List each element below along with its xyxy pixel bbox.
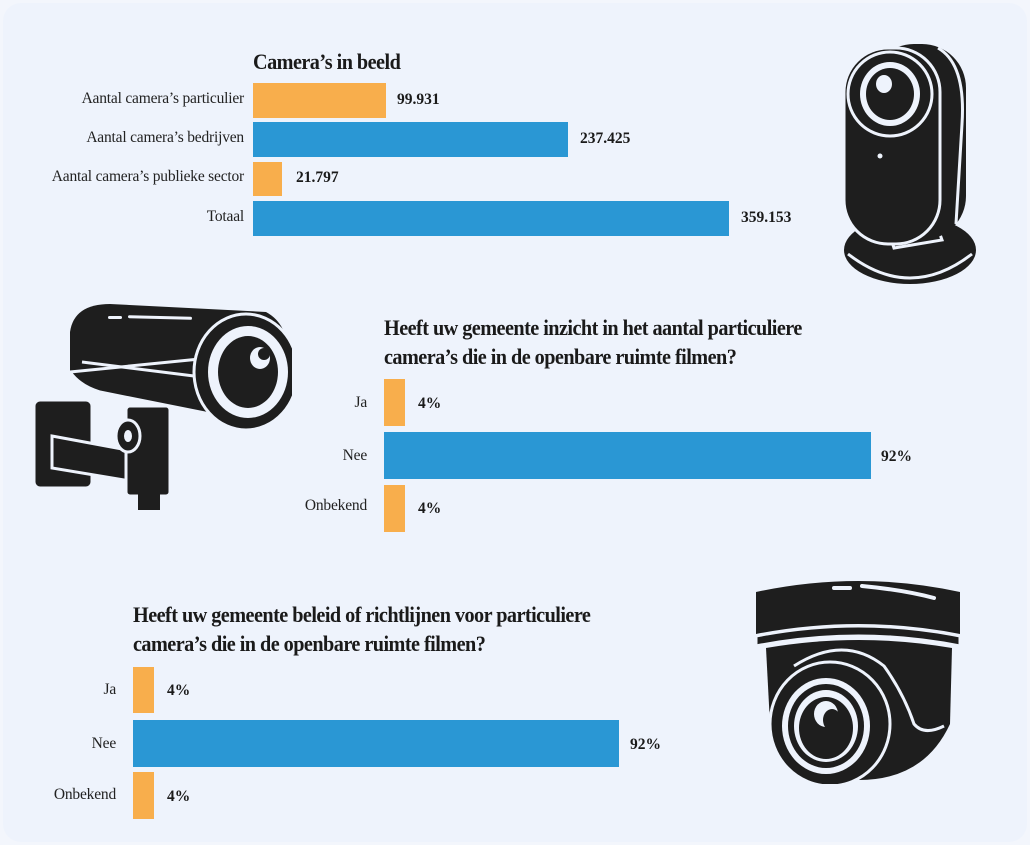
value-label: 21.797 [296,169,339,186]
row-label: Onbekend [304,497,367,514]
bar-onbekend [384,485,405,532]
value-label: 4% [418,395,442,412]
row-label: Nee [91,735,117,752]
row-label: Ja [354,394,367,411]
bar-publieke-sector [253,162,282,196]
chart-title-line2: camera’s die in de openbare ruimte filme… [384,344,737,369]
value-label: 4% [167,788,191,805]
bar-ja [384,379,405,426]
value-label: 359.153 [741,209,792,226]
chart-title-line1: Heeft uw gemeente inzicht in het aantal … [384,315,802,340]
row-label: Ja [103,681,116,698]
value-label: 237.425 [580,130,631,147]
bar-nee [384,432,871,479]
bar-ja [133,667,154,713]
row-label: Aantal camera’s publieke sector [51,168,244,185]
chart-title-line2: camera’s die in de openbare ruimte filme… [133,631,486,656]
row-label: Aantal camera’s bedrijven [86,129,244,146]
chart-title: Camera’s in beeld [253,49,401,74]
row-label: Onbekend [53,786,116,803]
value-label: 92% [881,448,912,465]
bar-nee [133,720,619,767]
chart-title-line1: Heeft uw gemeente beleid of richtlijnen … [133,602,591,627]
row-label: Totaal [206,208,245,225]
row-label: Nee [342,447,368,464]
bullet-cctv-camera-icon [32,304,292,510]
row-label: Aantal camera’s particulier [81,90,245,107]
bar-onbekend [133,772,154,819]
bar-totaal [253,201,729,236]
value-label: 4% [167,682,191,699]
dome-camera-icon [754,581,962,784]
value-label: 99.931 [397,91,440,108]
bar-bedrijven [253,122,568,157]
value-label: 4% [418,500,442,517]
value-label: 92% [630,736,661,753]
bar-particulier [253,83,386,118]
desktop-camera-icon [842,44,976,284]
